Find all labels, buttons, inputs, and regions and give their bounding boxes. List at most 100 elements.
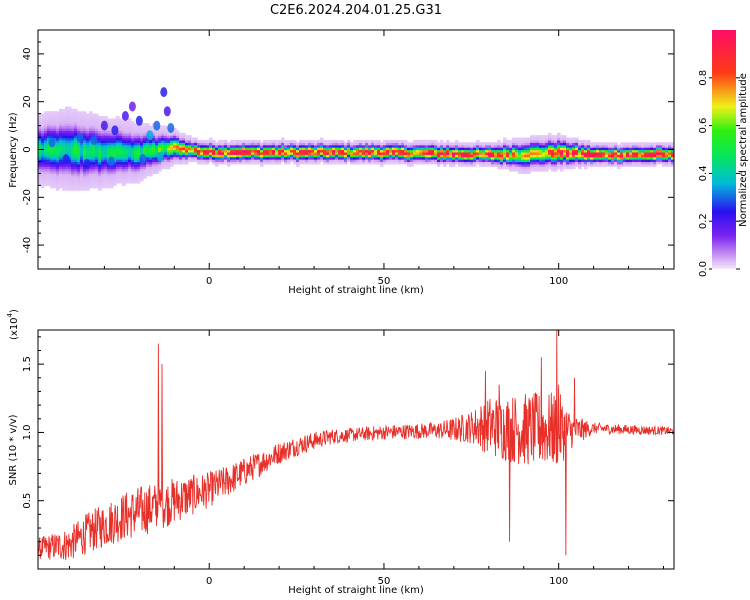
heatmap-cell xyxy=(434,147,438,151)
heatmap-cell xyxy=(443,144,447,148)
heatmap-cell xyxy=(542,161,546,165)
heatmap-cell xyxy=(371,156,375,160)
heatmap-cell xyxy=(176,149,180,153)
heatmap-cell xyxy=(314,159,318,163)
heatmap-cell xyxy=(209,159,213,163)
heatmap-cell xyxy=(188,159,192,163)
heatmap-cell xyxy=(572,163,576,167)
heatmap-cell xyxy=(251,151,255,155)
heatmap-blob xyxy=(146,130,154,141)
heatmap-cell xyxy=(566,144,570,148)
heatmap-cell xyxy=(281,154,285,158)
heatmap-cell xyxy=(281,156,285,160)
heatmap-cell xyxy=(314,156,318,160)
heatmap-cell xyxy=(71,111,75,115)
heatmap-cell xyxy=(521,163,525,167)
heatmap-cell xyxy=(326,159,330,163)
heatmap-cell xyxy=(599,159,603,163)
heatmap-cell xyxy=(467,161,471,165)
heatmap-cell xyxy=(335,142,339,146)
heatmap-cell xyxy=(62,149,66,153)
heatmap-cell xyxy=(38,137,42,141)
heatmap-blob xyxy=(167,123,175,133)
heatmap-cell xyxy=(152,171,156,174)
heatmap-cell xyxy=(155,144,159,148)
heatmap-cell xyxy=(662,163,666,167)
heatmap-cell xyxy=(122,156,126,160)
heatmap-cell xyxy=(419,139,423,143)
heatmap-cell xyxy=(47,166,51,170)
heatmap-cell xyxy=(302,156,306,160)
heatmap-cell xyxy=(194,156,198,160)
heatmap-cell xyxy=(359,154,363,158)
heatmap-cell xyxy=(467,159,471,163)
heatmap-cell xyxy=(44,116,48,120)
heatmap-cell xyxy=(98,166,102,170)
heatmap-cell xyxy=(440,156,444,160)
heatmap-cell xyxy=(353,142,357,146)
heatmap-cell xyxy=(302,151,306,155)
heatmap-cell xyxy=(245,147,249,151)
heatmap-cell xyxy=(578,156,582,160)
heatmap-cell xyxy=(272,161,276,165)
heatmap-cell xyxy=(113,154,117,158)
heatmap-cell xyxy=(650,151,654,155)
heatmap-cell xyxy=(53,147,57,151)
heatmap-cell xyxy=(74,154,78,158)
heatmap-cell xyxy=(44,132,48,136)
heatmap-cell xyxy=(278,154,282,158)
heatmap-cell xyxy=(605,161,609,165)
heatmap-cell xyxy=(413,154,417,158)
heatmap-cell xyxy=(377,149,381,153)
heatmap-cell xyxy=(323,147,327,151)
heatmap-cell xyxy=(374,161,378,165)
heatmap-cell xyxy=(137,127,141,131)
heatmap-cell xyxy=(110,142,114,146)
heatmap-cell xyxy=(620,159,624,163)
heatmap-cell xyxy=(332,161,336,165)
heatmap-cell xyxy=(560,156,564,160)
heatmap-cell xyxy=(485,144,489,148)
heatmap-cell xyxy=(344,161,348,165)
heatmap-cell xyxy=(365,159,369,163)
heatmap-cell xyxy=(71,166,75,170)
heatmap-cell xyxy=(56,185,60,189)
heatmap-cell xyxy=(107,130,111,134)
heatmap-cell xyxy=(95,168,99,172)
heatmap-cell xyxy=(608,161,612,165)
heatmap-cell xyxy=(602,159,606,163)
heatmap-cell xyxy=(98,154,102,158)
heatmap-cell xyxy=(569,139,573,143)
heatmap-cell xyxy=(125,135,129,139)
heatmap-cell xyxy=(227,163,231,167)
heatmap-cell xyxy=(383,154,387,158)
heatmap-cell xyxy=(50,111,54,115)
heatmap-cell xyxy=(311,159,315,163)
heatmap-cell xyxy=(440,161,444,165)
heatmap-cell xyxy=(515,137,519,141)
heatmap-cell xyxy=(374,149,378,153)
heatmap-cell xyxy=(491,142,495,146)
heatmap-cell xyxy=(353,139,357,143)
heatmap-cell xyxy=(53,111,57,115)
heatmap-cell xyxy=(542,142,546,146)
heatmap-cell xyxy=(131,144,135,148)
heatmap-cell xyxy=(434,156,438,160)
heatmap-cell xyxy=(281,144,285,148)
heatmap-cell xyxy=(269,156,273,160)
heatmap-cell xyxy=(92,163,96,167)
heatmap-cell xyxy=(593,144,597,148)
heatmap-cell xyxy=(134,142,138,146)
heatmap-cell xyxy=(161,159,165,163)
heatmap-cell xyxy=(74,147,78,151)
heatmap-cell xyxy=(374,159,378,163)
heatmap-cell xyxy=(143,142,147,146)
heatmap-cell xyxy=(371,144,375,148)
heatmap-cell xyxy=(104,185,108,189)
heatmap-cell xyxy=(68,139,72,143)
heatmap-cell xyxy=(560,151,564,155)
heatmap-cell xyxy=(560,135,564,139)
heatmap-cell xyxy=(617,144,621,148)
heatmap-cell xyxy=(158,168,162,172)
heatmap-cell xyxy=(101,149,105,153)
